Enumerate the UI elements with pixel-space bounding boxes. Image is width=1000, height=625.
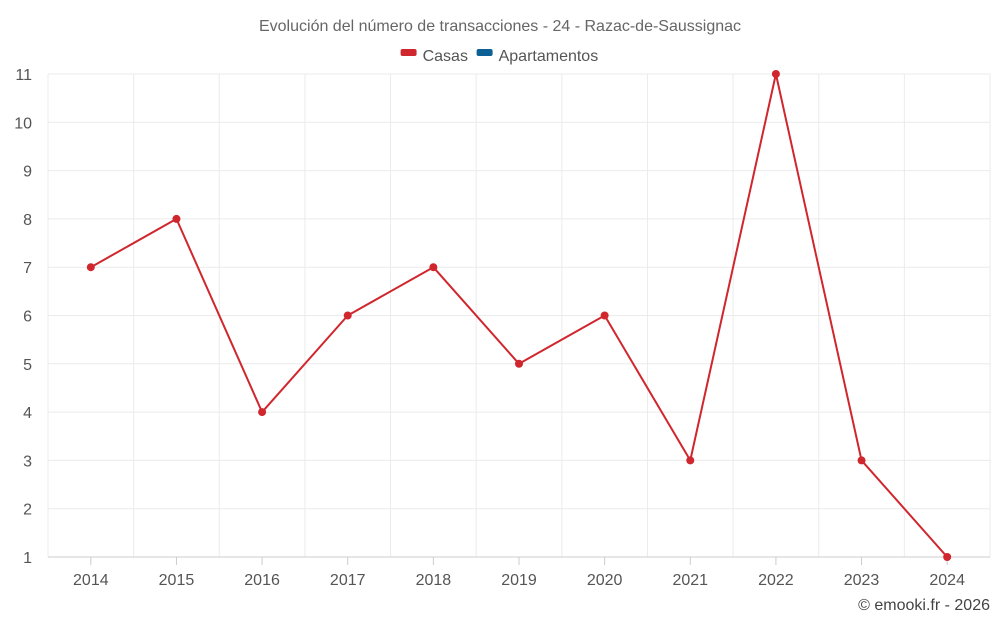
legend-swatch	[400, 49, 417, 56]
x-tick-label: 2023	[844, 572, 880, 589]
y-tick-label: 7	[23, 260, 32, 277]
y-tick-label: 1	[23, 550, 32, 567]
data-point[interactable]	[86, 263, 95, 272]
y-axis-ticks: 1 2 3 4 5 6 7 8 9 10 11	[14, 67, 32, 567]
y-tick-label: 11	[15, 67, 32, 84]
data-point[interactable]	[600, 311, 609, 320]
x-axis-ticks: 2014 2015 2016 2017 2018 2019 2020 2021 2022 2023…	[73, 557, 965, 589]
x-tick-label: 2022	[758, 572, 794, 589]
legend-label: Apartamentos	[499, 48, 599, 65]
legend: Casas Apartamentos	[400, 48, 599, 65]
credit-text: © emooki.fr - 2026	[858, 597, 990, 614]
y-tick-label: 6	[23, 309, 32, 326]
legend-item-apartamentos[interactable]: Apartamentos	[476, 48, 599, 65]
series-group	[86, 70, 952, 561]
chart-title: Evolución del número de transacciones - …	[259, 18, 741, 35]
y-tick-label: 3	[23, 453, 32, 470]
data-point[interactable]	[857, 456, 866, 465]
legend-label: Casas	[423, 48, 468, 65]
data-point[interactable]	[515, 359, 523, 368]
x-tick-label: 2017	[330, 572, 366, 589]
data-point[interactable]	[172, 214, 181, 223]
x-tick-label: 2018	[416, 572, 452, 589]
x-tick-label: 2014	[73, 572, 109, 589]
y-tick-label: 8	[23, 212, 32, 229]
legend-swatch	[476, 49, 493, 56]
y-tick-label: 9	[23, 164, 32, 181]
x-tick-label: 2021	[672, 572, 708, 589]
data-point[interactable]	[343, 311, 352, 320]
legend-item-casas[interactable]: Casas	[400, 48, 468, 65]
x-tick-label: 2015	[159, 572, 195, 589]
x-tick-label: 2020	[587, 572, 623, 589]
grid	[47, 73, 991, 557]
y-tick-label: 4	[23, 405, 32, 422]
data-point[interactable]	[429, 263, 438, 272]
data-point[interactable]	[943, 553, 952, 561]
data-point[interactable]	[686, 456, 695, 465]
x-tick-label: 2016	[244, 572, 280, 589]
x-tick-label: 2019	[501, 572, 537, 589]
y-tick-label: 10	[14, 115, 32, 132]
y-tick-label: 2	[23, 502, 32, 519]
y-tick-label: 5	[23, 357, 32, 374]
data-point[interactable]	[771, 70, 780, 78]
x-tick-label: 2024	[929, 572, 965, 589]
data-point[interactable]	[258, 408, 267, 417]
